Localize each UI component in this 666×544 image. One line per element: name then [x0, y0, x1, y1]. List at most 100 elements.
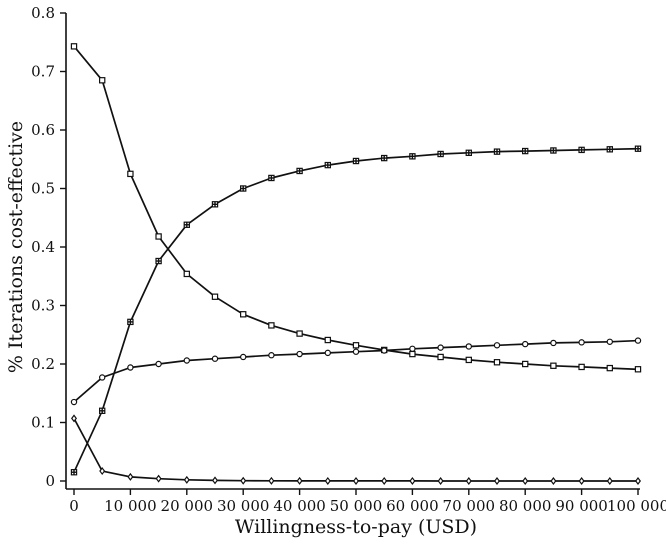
data-point-diamond [606, 477, 613, 485]
data-point-circle [550, 339, 557, 347]
data-point-square [606, 364, 614, 372]
series-cross-square [70, 145, 642, 476]
data-point-circle [409, 345, 416, 352]
data-point-square [352, 342, 360, 349]
data-point-circle [634, 337, 642, 344]
data-point-diamond [353, 476, 359, 485]
data-point-diamond [240, 476, 247, 485]
data-point-circle [578, 339, 585, 346]
data-point-square [183, 270, 190, 278]
data-point-cross-square [240, 185, 247, 192]
data-point-circle [437, 344, 444, 351]
data-point-circle [522, 340, 529, 348]
y-axis-title: % Iterations cost-effective [5, 121, 27, 373]
data-point-cross-square [70, 469, 78, 476]
data-point-square [155, 233, 162, 240]
data-point-cross-square [465, 149, 473, 157]
data-point-cross-square [634, 145, 642, 152]
x-tick-label: 0 [69, 497, 79, 515]
data-point-diamond [550, 477, 557, 485]
x-tick-label: 60 000 [386, 497, 439, 515]
data-point-diamond [155, 474, 162, 483]
data-point-diamond [99, 467, 106, 476]
data-point-cross-square [268, 174, 275, 182]
data-point-cross-square [98, 407, 106, 415]
data-point-diamond [268, 476, 275, 485]
x-tick-label: 10 000 [104, 497, 157, 515]
series-group [70, 43, 642, 485]
data-point-square [240, 311, 247, 318]
data-point-square [127, 170, 134, 178]
axes [65, 13, 640, 490]
data-point-circle [606, 338, 614, 345]
data-point-square [493, 359, 501, 366]
x-tick-label: 30 000 [217, 497, 270, 515]
data-point-circle [211, 355, 219, 362]
data-point-cross-square [437, 150, 444, 158]
data-point-square [296, 330, 303, 337]
data-point-circle [70, 398, 78, 406]
data-point-square [211, 293, 219, 300]
x-tick-label: 40 000 [273, 497, 326, 515]
series-line [73, 45, 639, 371]
data-point-circle [296, 350, 303, 358]
x-axis-title: Willingness-to-pay (USD) [235, 516, 477, 538]
y-tick-label: 0.1 [31, 414, 55, 432]
data-point-diamond [381, 476, 388, 485]
y-tick-label: 0.6 [31, 121, 55, 139]
data-point-square [409, 350, 416, 358]
data-point-cross-square [493, 148, 501, 155]
data-point-diamond [127, 472, 134, 481]
data-point-square [465, 356, 473, 364]
x-ticks: 0 10 000 20 000 30 000 40 000 50 000 60 000 70 … [69, 489, 666, 515]
data-point-cross-square [606, 146, 614, 153]
data-point-square [578, 363, 585, 371]
data-point-cross-square [409, 153, 416, 160]
data-point-diamond [578, 477, 585, 485]
data-point-circle [183, 357, 190, 364]
data-point-cross-square [155, 257, 162, 265]
data-point-diamond [494, 477, 500, 485]
y-tick-label: 0.8 [31, 4, 55, 22]
data-point-cross-square [550, 147, 557, 154]
data-point-square [550, 362, 557, 369]
data-point-cross-square [183, 221, 190, 228]
data-point-square [268, 322, 275, 329]
data-point-cross-square [352, 157, 360, 165]
series-circle [70, 337, 642, 406]
y-tick-label: 0.7 [31, 63, 55, 81]
data-point-diamond [437, 477, 444, 485]
data-point-cross-square [381, 154, 388, 162]
x-tick-label: 70 000 [443, 497, 496, 515]
y-tick-label: 0.4 [31, 238, 55, 256]
x-tick-label: 20 000 [161, 497, 214, 515]
data-point-circle [268, 352, 275, 359]
data-point-circle [127, 364, 134, 371]
data-point-cross-square [578, 146, 585, 154]
x-tick-label: 90 000 [555, 497, 608, 515]
y-tick-label: 0.3 [31, 297, 55, 315]
data-point-circle [493, 342, 501, 349]
data-point-diamond [465, 477, 472, 485]
x-tick-label: 100 000 [607, 497, 666, 515]
data-point-circle [465, 343, 472, 350]
data-point-circle [324, 349, 331, 357]
data-point-circle [352, 348, 360, 355]
data-point-square [634, 366, 642, 373]
data-point-diamond [409, 476, 416, 485]
y-ticks: 0 0.1 0.2 0.3 0.4 0.5 0.6 0.7 0.8 [31, 4, 66, 490]
y-tick-label: 0.5 [31, 180, 55, 198]
data-point-diamond [71, 414, 77, 423]
data-point-diamond [212, 476, 218, 485]
series-diamond [71, 414, 641, 485]
data-point-cross-square [324, 161, 332, 169]
data-point-circle [381, 347, 388, 354]
data-point-diamond [635, 477, 641, 485]
data-point-diamond [183, 475, 190, 484]
y-tick-label: 0.2 [31, 355, 55, 373]
series-line [73, 147, 639, 473]
data-point-cross-square [211, 201, 219, 208]
data-point-square [437, 353, 444, 361]
data-point-circle [155, 360, 162, 368]
